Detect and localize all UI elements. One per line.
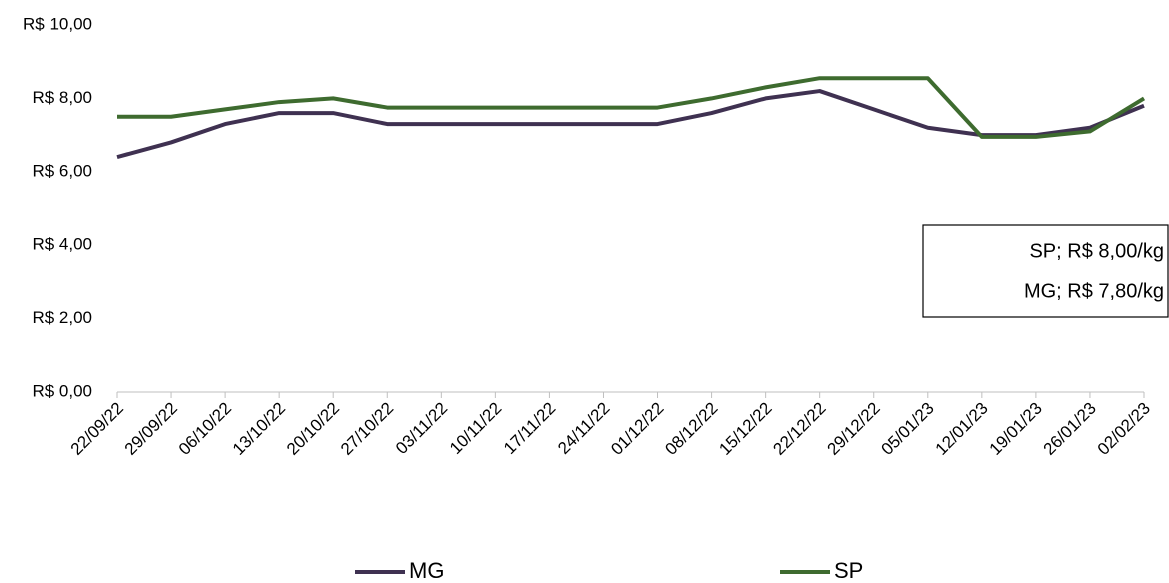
x-tick-label: 22/12/22 [769, 399, 829, 459]
x-tick-label: 24/11/22 [554, 399, 613, 458]
x-tick-label: 08/12/22 [661, 399, 721, 459]
y-tick-label: R$ 8,00 [32, 88, 92, 107]
x-tick-label: 26/01/23 [1040, 399, 1100, 459]
x-tick-label: 13/10/22 [229, 399, 289, 459]
x-tick-label: 10/11/22 [446, 399, 505, 458]
legend-label: MG [409, 558, 444, 583]
x-tick-label: 29/09/22 [121, 399, 181, 459]
x-tick-label: 12/01/23 [932, 399, 992, 459]
annotation: MG; R$ 7,80/kg [1024, 280, 1164, 302]
x-tick-label: 27/10/22 [337, 399, 397, 459]
x-tick-label: 01/12/22 [607, 399, 667, 459]
x-tick-label: 05/01/23 [878, 399, 938, 459]
y-tick-label: R$ 0,00 [32, 381, 92, 400]
x-tick-label: 06/10/22 [175, 399, 235, 459]
y-tick-label: R$ 2,00 [32, 308, 92, 327]
x-tick-label: 20/10/22 [283, 399, 343, 459]
x-tick-label: 29/12/22 [823, 399, 883, 459]
x-tick-label: 22/09/22 [67, 399, 127, 459]
x-tick-label: 02/02/23 [1094, 399, 1154, 459]
line-series [116, 89, 1145, 160]
y-tick-label: R$ 10,00 [23, 14, 92, 33]
y-tick-label: R$ 4,00 [32, 235, 92, 254]
x-tick-label: 03/11/22 [392, 399, 451, 458]
x-tick-label: 15/12/22 [715, 399, 775, 459]
y-tick-label: R$ 6,00 [32, 161, 92, 180]
line-series [117, 76, 1146, 139]
annotation: SP; R$ 8,00/kg [1029, 240, 1164, 262]
annotation-box [922, 224, 1169, 318]
x-tick-label: 17/11/22 [500, 399, 559, 458]
legend-label: SP [834, 558, 863, 583]
x-tick-label: 19/01/23 [986, 399, 1046, 459]
